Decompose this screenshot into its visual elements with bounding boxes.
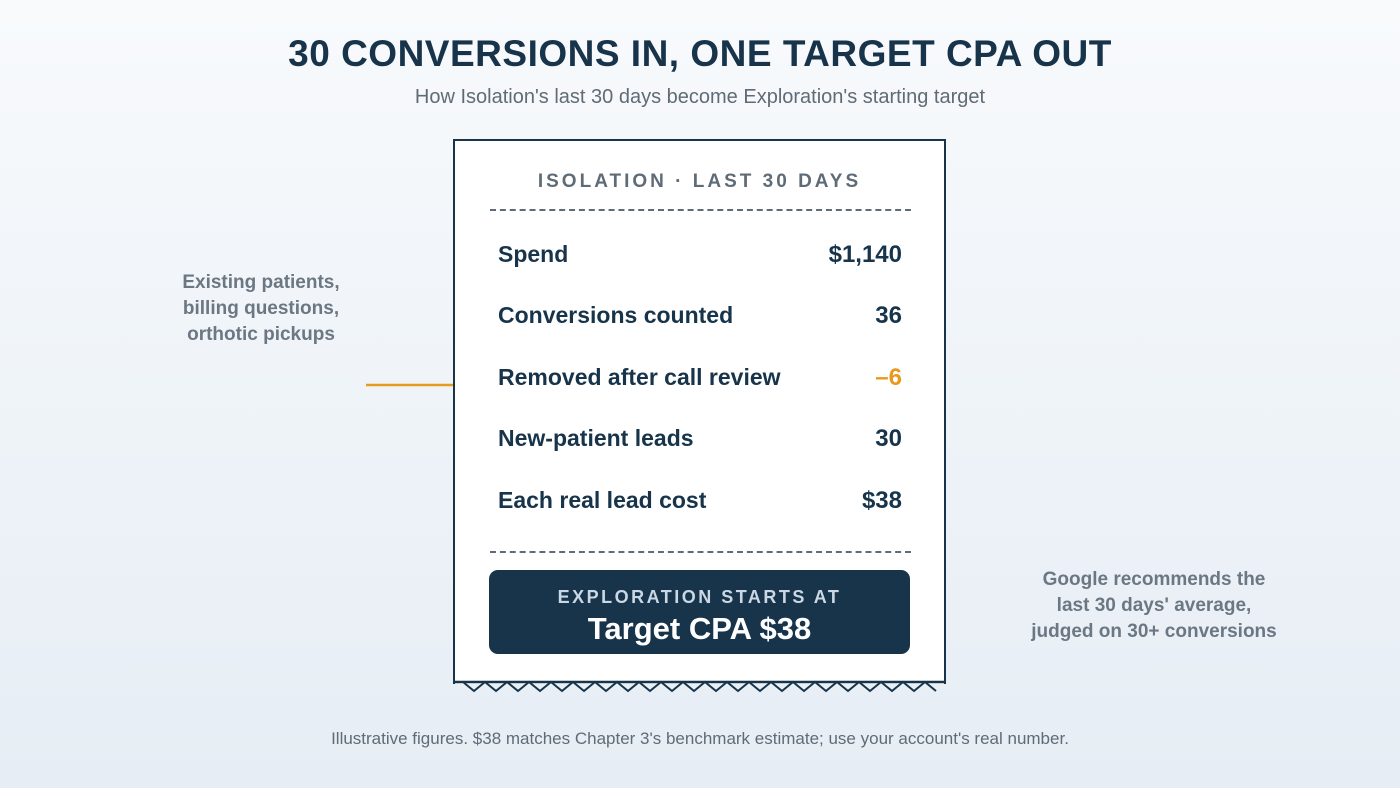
row-label: Conversions counted — [498, 302, 734, 328]
result-value: Target CPA $38 — [587, 611, 812, 646]
annotation-line: judged on 30+ conversions — [1031, 621, 1277, 642]
receipt: ISOLATION · LAST 30 DAYS Spend $1,140 Co… — [453, 139, 946, 695]
receipt-row-spend: Spend $1,140 — [498, 241, 902, 269]
receipt-row-conversions: Conversions counted 36 — [498, 302, 902, 330]
row-value: –6 — [875, 364, 902, 391]
google-recommendation-annotation: Google recommends the last 30 days' aver… — [1010, 567, 1298, 645]
row-value: 36 — [875, 302, 902, 329]
receipt-paper: ISOLATION · LAST 30 DAYS Spend $1,140 Co… — [453, 139, 946, 684]
row-label: New-patient leads — [498, 425, 694, 451]
receipt-row-removed: Removed after call review –6 — [498, 364, 902, 392]
receipt-torn-edge — [453, 680, 946, 693]
row-value: $38 — [861, 487, 902, 514]
annotation-line: Google recommends the — [1042, 569, 1266, 590]
dashed-divider — [490, 209, 911, 211]
row-value: $1,140 — [828, 241, 902, 268]
page-subtitle: How Isolation's last 30 days become Expl… — [414, 86, 986, 108]
annotation-line: billing questions, — [182, 298, 340, 319]
row-value: 30 — [875, 425, 902, 452]
annotation-line: orthotic pickups — [187, 324, 335, 345]
dashed-divider — [490, 551, 911, 553]
row-label: Spend — [498, 241, 569, 267]
receipt-row-new-leads: New-patient leads 30 — [498, 425, 902, 453]
page-title: 30 CONVERSIONS IN, ONE TARGET CPA OUT — [288, 33, 1112, 74]
target-cpa-box: EXPLORATION STARTS AT Target CPA $38 — [489, 570, 910, 654]
row-label: Removed after call review — [498, 364, 781, 390]
annotation-line: Existing patients, — [182, 272, 340, 293]
footnote: Illustrative figures. $38 matches Chapte… — [331, 729, 1069, 748]
row-label: Each real lead cost — [498, 487, 707, 513]
receipt-row-lead-cost: Each real lead cost $38 — [498, 487, 902, 515]
result-label: EXPLORATION STARTS AT — [557, 587, 842, 607]
annotation-line: last 30 days' average, — [1056, 595, 1252, 616]
removed-calls-annotation: Existing patients, billing questions, or… — [160, 270, 362, 348]
receipt-heading: ISOLATION · LAST 30 DAYS — [537, 171, 862, 192]
